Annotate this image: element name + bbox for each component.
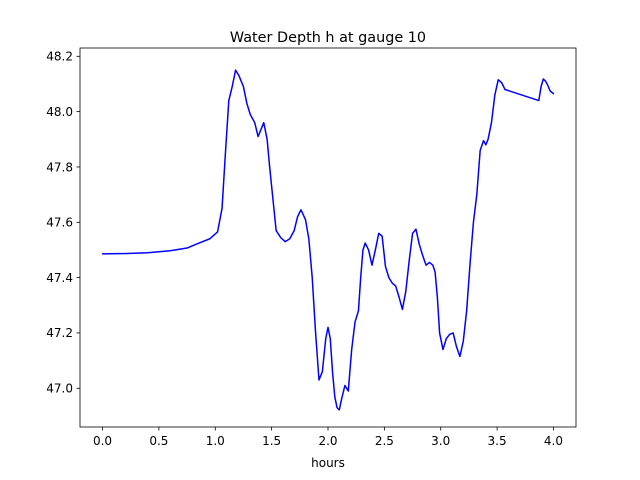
x-axis-label: hours bbox=[311, 456, 345, 470]
x-tick-label: 2.5 bbox=[375, 434, 394, 448]
x-tick-label: 1.5 bbox=[262, 434, 281, 448]
x-tick-label: 4.0 bbox=[544, 434, 563, 448]
x-tick-label: 3.5 bbox=[488, 434, 507, 448]
x-tick-label: 0.0 bbox=[93, 434, 112, 448]
y-tick-label: 47.4 bbox=[46, 271, 73, 285]
y-tick-label: 47.0 bbox=[46, 382, 73, 396]
x-tick-label: 0.5 bbox=[149, 434, 168, 448]
y-tick-label: 47.6 bbox=[46, 216, 73, 230]
plot-frame bbox=[79, 47, 577, 428]
x-tick-label: 3.0 bbox=[431, 434, 450, 448]
x-tick-label: 2.0 bbox=[318, 434, 337, 448]
series-line bbox=[101, 69, 555, 411]
y-axis-ticks: 47.0 47.2 47.4 47.6 47.8 48.0 48.2 bbox=[46, 50, 80, 396]
y-tick-label: 47.2 bbox=[46, 326, 73, 340]
x-tick-label: 1.0 bbox=[206, 434, 225, 448]
y-tick-label: 47.8 bbox=[46, 160, 73, 174]
y-tick-label: 48.0 bbox=[46, 105, 73, 119]
x-axis-ticks: 0.0 0.5 1.0 1.5 2.0 2.5 3.0 3.5 4.0 bbox=[93, 427, 563, 448]
chart-title: Water Depth h at gauge 10 bbox=[230, 30, 426, 46]
y-tick-label: 48.2 bbox=[46, 50, 73, 64]
